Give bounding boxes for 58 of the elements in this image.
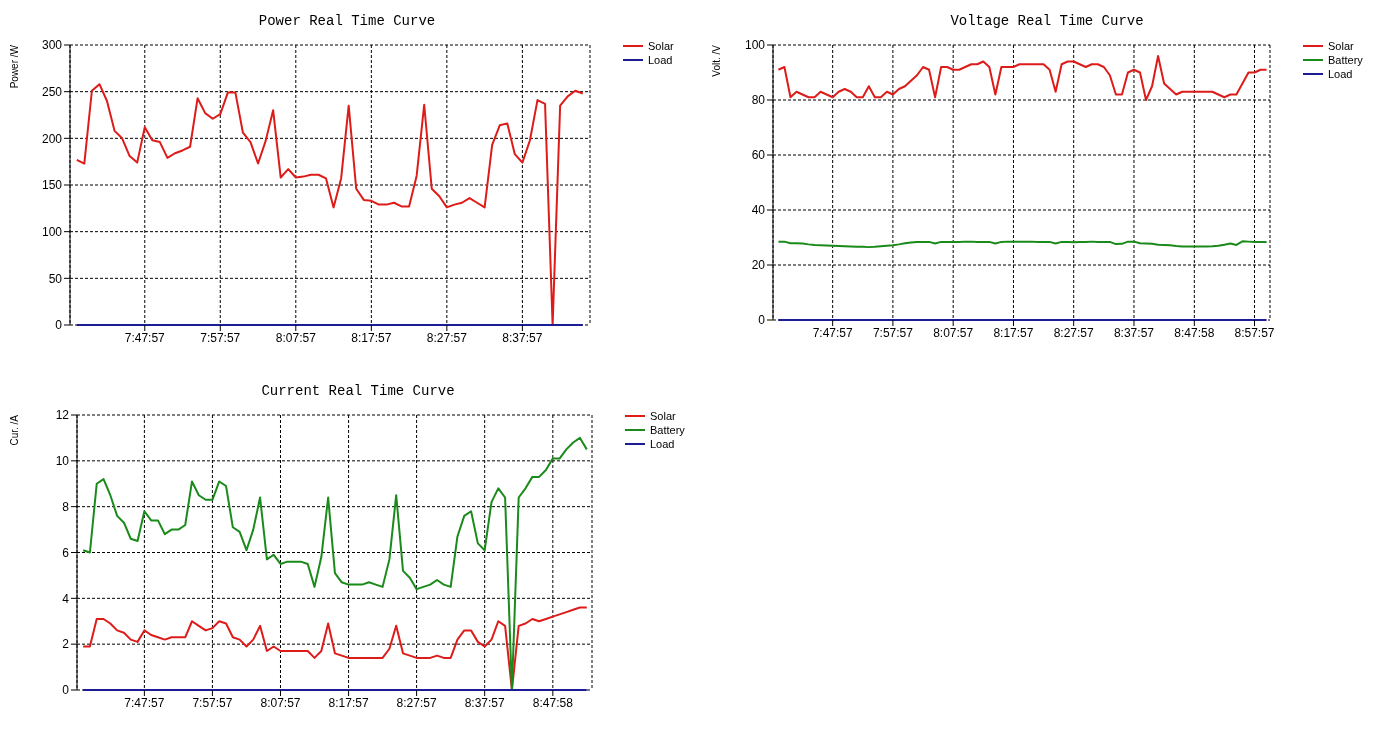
legend-label: Load	[1328, 68, 1353, 80]
y-tick-label: 60	[751, 148, 766, 163]
y-axis-title: Volt. /V	[711, 44, 722, 77]
y-axis-title: Cur. /A	[9, 414, 20, 446]
y-tick-label: 40	[751, 203, 766, 218]
y-tick-label: 50	[48, 271, 63, 286]
x-tick-label: 7:47:57	[124, 330, 166, 345]
y-tick-label: 6	[62, 545, 70, 560]
line-series	[82, 436, 588, 691]
x-tick-label: 8:07:57	[933, 325, 974, 340]
x-tick-label: 7:57:57	[872, 325, 914, 340]
y-tick-label: 200	[41, 131, 63, 146]
legend-label: Solar	[650, 410, 676, 422]
legend-label: Battery	[1328, 54, 1363, 66]
y-tick-label: 80	[751, 93, 766, 108]
x-tick-label: 8:07:57	[260, 695, 301, 710]
legend-label: Load	[648, 54, 673, 66]
y-tick-label: 2	[62, 637, 70, 652]
legend-label: Battery	[650, 424, 685, 436]
y-tick-label: 12	[55, 408, 70, 423]
chart-title: Current Real Time Curve	[260, 383, 456, 399]
y-tick-label: 300	[41, 38, 63, 53]
x-tick-label: 8:17:57	[993, 325, 1034, 340]
x-tick-label: 7:47:57	[812, 325, 853, 340]
x-tick-label: 7:57:57	[192, 695, 233, 710]
chart-title: Power Real Time Curve	[257, 13, 437, 29]
x-tick-label: 8:27:57	[1053, 325, 1095, 340]
line-series	[777, 55, 1268, 101]
y-tick-label: 20	[751, 258, 766, 273]
y-tick-label: 0	[62, 683, 70, 698]
x-tick-label: 8:37:57	[464, 695, 506, 710]
y-tick-label: 100	[41, 224, 63, 239]
legend-label: Solar	[1328, 40, 1354, 52]
y-tick-label: 0	[55, 318, 63, 333]
x-tick-label: 8:47:58	[1174, 325, 1215, 340]
x-tick-label: 8:37:57	[1113, 325, 1155, 340]
x-tick-label: 7:47:57	[124, 695, 165, 710]
y-tick-label: 8	[62, 499, 70, 514]
x-tick-label: 8:17:57	[351, 330, 392, 345]
x-tick-label: 7:57:57	[200, 330, 241, 345]
x-tick-label: 8:57:57	[1234, 325, 1275, 340]
chart-title: Voltage Real Time Curve	[949, 13, 1145, 29]
legend-label: Solar	[648, 40, 674, 52]
y-tick-label: 4	[62, 591, 70, 606]
y-tick-label: 250	[41, 84, 63, 99]
x-tick-label: 8:17:57	[328, 695, 369, 710]
y-tick-label: 10	[55, 454, 70, 469]
y-axis-title: Power /W	[9, 44, 20, 89]
x-tick-label: 8:27:57	[426, 330, 468, 345]
line-series	[75, 83, 584, 326]
x-tick-label: 8:27:57	[396, 695, 437, 710]
y-tick-label: 0	[758, 313, 766, 328]
y-tick-label: 100	[744, 38, 766, 53]
x-tick-label: 8:47:58	[532, 695, 574, 710]
x-tick-label: 8:37:57	[502, 330, 543, 345]
x-tick-label: 8:07:57	[275, 330, 317, 345]
legend-label: Load	[650, 438, 675, 450]
y-tick-label: 150	[41, 178, 63, 193]
